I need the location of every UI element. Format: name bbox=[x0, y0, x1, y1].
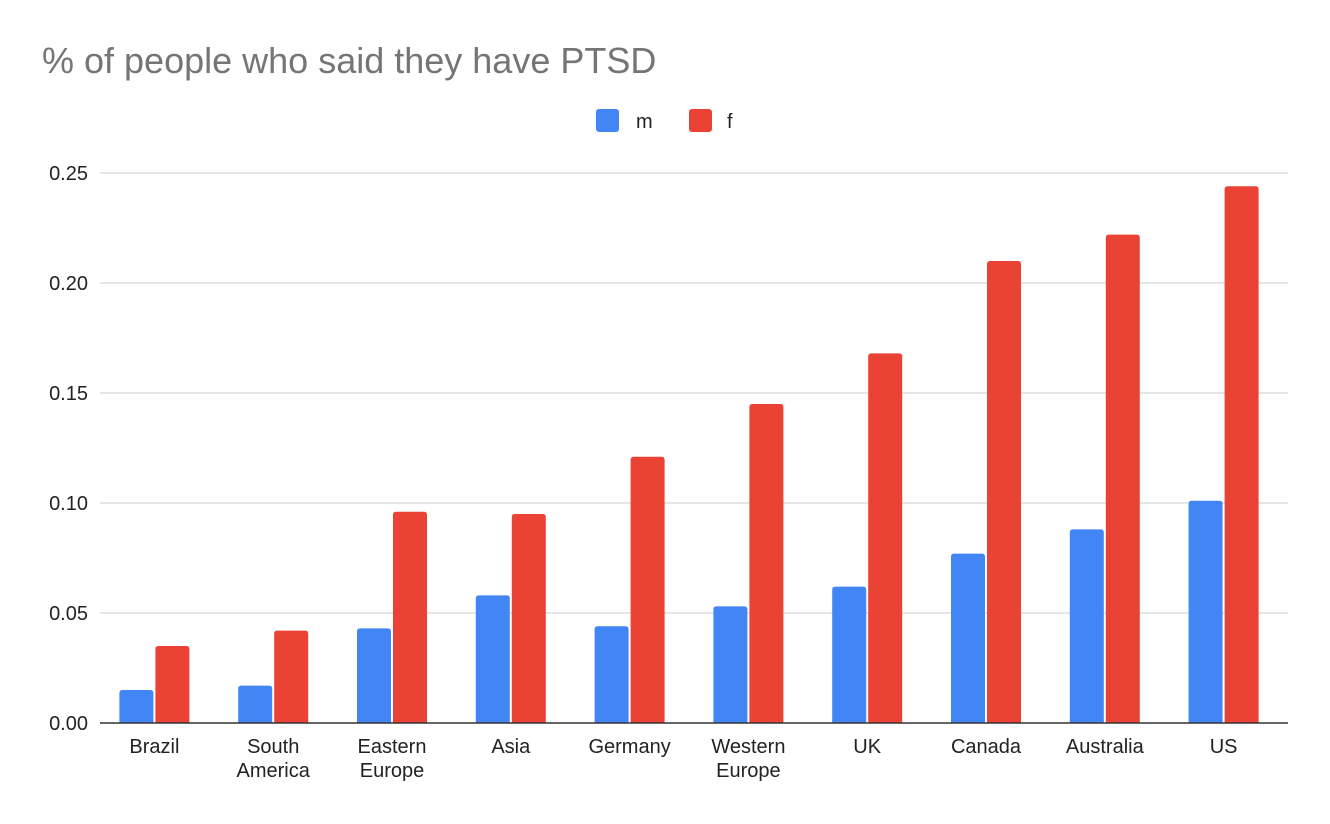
bar-f-south-america bbox=[274, 630, 309, 723]
legend: m f bbox=[596, 109, 733, 133]
x-tick-label: Brazil bbox=[129, 736, 179, 758]
x-tick-label-line: Germany bbox=[588, 736, 670, 758]
bar-f-brazil bbox=[155, 646, 190, 723]
x-tick-label-line: Western bbox=[711, 736, 785, 758]
bar-m-asia bbox=[475, 595, 510, 723]
y-tick-label: 0.25 bbox=[49, 163, 88, 185]
x-tick-label: Australia bbox=[1066, 736, 1145, 758]
y-tick-label: 0.00 bbox=[49, 713, 88, 735]
x-tick-label-line: South bbox=[247, 736, 299, 758]
bar-f-germany bbox=[630, 456, 665, 723]
bar-f-us bbox=[1224, 186, 1259, 723]
y-tick-label: 0.20 bbox=[49, 273, 88, 295]
bar-m-western-europe bbox=[713, 606, 748, 723]
x-tick-label-line: Europe bbox=[716, 760, 781, 782]
bar-m-south-america bbox=[238, 685, 273, 723]
bar-f-western-europe bbox=[749, 404, 784, 723]
x-tick-label-line: UK bbox=[853, 736, 881, 758]
legend-swatch-f bbox=[689, 109, 712, 132]
legend-label-m: m bbox=[636, 111, 653, 133]
x-tick-label-line: Brazil bbox=[129, 736, 179, 758]
x-tick-label: South America bbox=[237, 736, 311, 782]
bar-m-australia bbox=[1069, 529, 1104, 723]
bar-f-canada bbox=[987, 261, 1021, 723]
x-tick-label-line: Eastern bbox=[358, 736, 427, 758]
x-tick-label: Eastern Europe bbox=[358, 736, 427, 782]
bar-m-us bbox=[1188, 500, 1223, 723]
x-tick-label: US bbox=[1210, 736, 1238, 758]
x-tick-label-line: US bbox=[1210, 736, 1238, 758]
bar-m-brazil bbox=[119, 690, 154, 723]
y-axis-ticks: 0.00 0.05 0.10 0.15 0.20 0.25 bbox=[49, 163, 88, 735]
x-tick-label: UK bbox=[853, 736, 881, 758]
x-tick-label-line: Asia bbox=[491, 736, 531, 758]
chart-title: % of people who said they have PTSD bbox=[42, 40, 656, 81]
bar-m-germany bbox=[594, 626, 629, 723]
x-tick-label-line: Australia bbox=[1066, 736, 1145, 758]
x-tick-label: Canada bbox=[951, 736, 1022, 758]
legend-swatch-m bbox=[596, 109, 619, 132]
bar-m-uk bbox=[832, 586, 867, 723]
x-tick-label: Germany bbox=[588, 736, 670, 758]
y-tick-label: 0.10 bbox=[49, 493, 88, 515]
x-tick-label-line: America bbox=[237, 760, 311, 782]
x-tick-label: Asia bbox=[491, 736, 531, 758]
bar-m-eastern-europe bbox=[357, 628, 391, 723]
bar-f-uk bbox=[868, 353, 903, 723]
x-tick-label-line: Canada bbox=[951, 736, 1022, 758]
bar-f-eastern-europe bbox=[393, 511, 427, 723]
bar-f-asia bbox=[511, 514, 546, 723]
y-tick-label: 0.05 bbox=[49, 603, 88, 625]
bars bbox=[119, 186, 1259, 723]
x-tick-label-line: Europe bbox=[360, 760, 425, 782]
bar-f-australia bbox=[1105, 234, 1140, 723]
bar-m-canada bbox=[951, 553, 985, 723]
legend-label-f: f bbox=[727, 111, 733, 133]
x-tick-label: Western Europe bbox=[711, 736, 785, 782]
y-tick-label: 0.15 bbox=[49, 383, 88, 405]
